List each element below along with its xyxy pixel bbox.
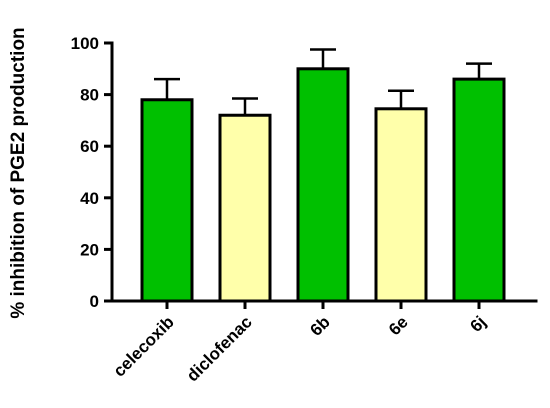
y-axis-label: % inhibition of PGE2 production	[8, 27, 29, 318]
bar-diclofenac	[218, 113, 272, 303]
x-category-label: celecoxib	[110, 312, 178, 380]
x-category-label: diclofenac	[183, 312, 256, 385]
y-tick-label: 40	[80, 189, 99, 208]
x-category-label: 6j	[466, 312, 489, 335]
y-tick-label: 20	[80, 240, 99, 259]
x-category-label: 6e	[385, 312, 412, 339]
x-axis: celecoxib diclofenac 6b 6e 6j	[110, 299, 538, 385]
bar-celecoxib	[140, 98, 194, 303]
y-tick-label: 0	[90, 292, 99, 311]
bar-6e	[374, 107, 428, 303]
bar-6b	[296, 67, 350, 303]
bars-group	[140, 48, 506, 303]
x-category-label: 6b	[306, 312, 333, 339]
bar-6j	[452, 77, 506, 303]
y-tick-label: 100	[71, 34, 99, 53]
y-tick-label: 80	[80, 86, 99, 105]
y-tick-label: 60	[80, 137, 99, 156]
y-axis: 0 20 40 60 80 100	[71, 34, 114, 311]
